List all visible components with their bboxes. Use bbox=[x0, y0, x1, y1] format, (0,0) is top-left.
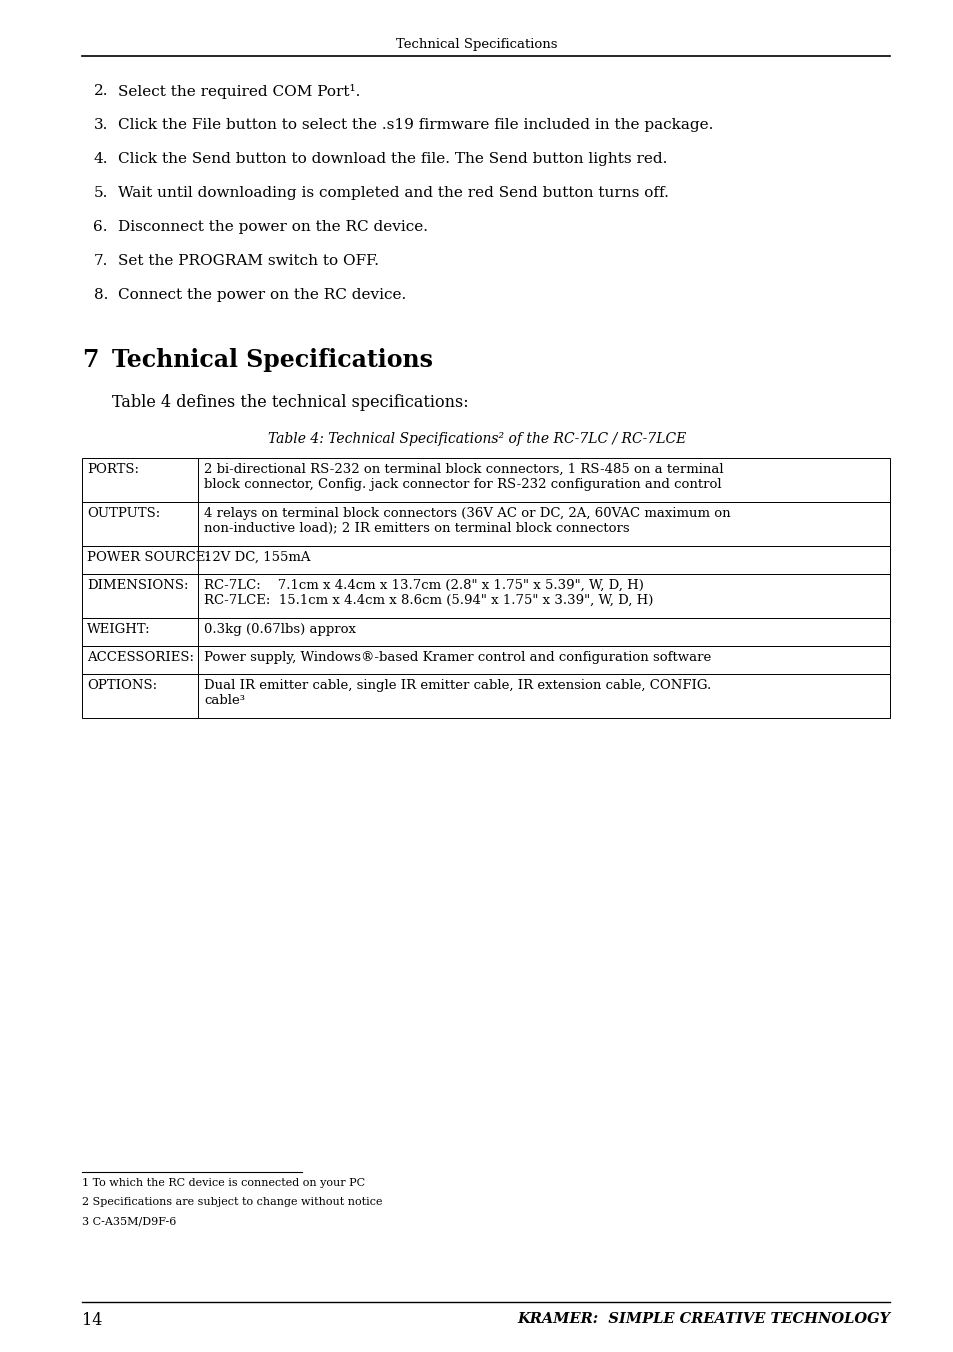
Bar bbox=[82, 646, 198, 675]
Bar bbox=[82, 618, 198, 646]
Text: 2.: 2. bbox=[93, 84, 108, 97]
Text: 7.: 7. bbox=[93, 254, 108, 268]
Text: Disconnect the power on the RC device.: Disconnect the power on the RC device. bbox=[118, 220, 428, 234]
Text: Technical Specifications: Technical Specifications bbox=[112, 347, 433, 372]
Bar bbox=[82, 502, 198, 546]
Text: DIMENSIONS:: DIMENSIONS: bbox=[87, 579, 189, 592]
Text: 8.: 8. bbox=[93, 288, 108, 301]
Text: Dual IR emitter cable, single IR emitter cable, IR extension cable, CONFIG.
cabl: Dual IR emitter cable, single IR emitter… bbox=[204, 679, 711, 707]
Text: 7: 7 bbox=[82, 347, 98, 372]
Bar bbox=[198, 675, 889, 718]
Text: RC-7LC:    7.1cm x 4.4cm x 13.7cm (2.8" x 1.75" x 5.39", W, D, H)
RC-7LCE:  15.1: RC-7LC: 7.1cm x 4.4cm x 13.7cm (2.8" x 1… bbox=[204, 579, 653, 607]
Bar bbox=[82, 575, 198, 618]
Text: Select the required COM Port¹.: Select the required COM Port¹. bbox=[118, 84, 360, 99]
Text: 3.: 3. bbox=[93, 118, 108, 132]
Text: Technical Specifications: Technical Specifications bbox=[395, 38, 558, 51]
Text: Wait until downloading is completed and the red Send button turns off.: Wait until downloading is completed and … bbox=[118, 187, 668, 200]
Text: OUTPUTS:: OUTPUTS: bbox=[87, 507, 160, 521]
Text: Set the PROGRAM switch to OFF.: Set the PROGRAM switch to OFF. bbox=[118, 254, 378, 268]
Text: Connect the power on the RC device.: Connect the power on the RC device. bbox=[118, 288, 406, 301]
Text: 0.3kg (0.67lbs) approx: 0.3kg (0.67lbs) approx bbox=[204, 623, 355, 635]
Text: Table 4 defines the technical specifications:: Table 4 defines the technical specificat… bbox=[112, 393, 468, 411]
Text: 2 bi-directional RS-232 on terminal block connectors, 1 RS-485 on a terminal
blo: 2 bi-directional RS-232 on terminal bloc… bbox=[204, 462, 723, 491]
Text: OPTIONS:: OPTIONS: bbox=[87, 679, 157, 692]
Bar bbox=[198, 575, 889, 618]
Bar bbox=[198, 646, 889, 675]
Text: 4.: 4. bbox=[93, 151, 108, 166]
Bar bbox=[198, 546, 889, 575]
Text: Click the Send button to download the file. The Send button lights red.: Click the Send button to download the fi… bbox=[118, 151, 667, 166]
Bar bbox=[198, 458, 889, 502]
Bar bbox=[82, 546, 198, 575]
Text: 2 Specifications are subject to change without notice: 2 Specifications are subject to change w… bbox=[82, 1197, 382, 1207]
Bar bbox=[198, 502, 889, 546]
Text: Power supply, Windows®-based Kramer control and configuration software: Power supply, Windows®-based Kramer cont… bbox=[204, 652, 711, 664]
Text: 1 To which the RC device is connected on your PC: 1 To which the RC device is connected on… bbox=[82, 1178, 365, 1188]
Text: WEIGHT:: WEIGHT: bbox=[87, 623, 151, 635]
Text: 6.: 6. bbox=[93, 220, 108, 234]
Bar bbox=[82, 675, 198, 718]
Text: 14: 14 bbox=[82, 1311, 102, 1329]
Text: PORTS:: PORTS: bbox=[87, 462, 139, 476]
Bar bbox=[82, 458, 198, 502]
Text: POWER SOURCE:: POWER SOURCE: bbox=[87, 552, 210, 564]
Text: Click the File button to select the .s19 firmware file included in the package.: Click the File button to select the .s19… bbox=[118, 118, 713, 132]
Text: Table 4: Technical Specifications² of the RC-7LC / RC-7LCE: Table 4: Technical Specifications² of th… bbox=[268, 433, 685, 446]
Text: KRAMER:  SIMPLE CREATIVE TECHNOLOGY: KRAMER: SIMPLE CREATIVE TECHNOLOGY bbox=[517, 1311, 889, 1326]
Text: 3 C-A35M/D9F-6: 3 C-A35M/D9F-6 bbox=[82, 1215, 176, 1226]
Bar bbox=[198, 618, 889, 646]
Text: 5.: 5. bbox=[93, 187, 108, 200]
Text: 12V DC, 155mA: 12V DC, 155mA bbox=[204, 552, 310, 564]
Text: 4 relays on terminal block connectors (36V AC or DC, 2A, 60VAC maximum on
non-in: 4 relays on terminal block connectors (3… bbox=[204, 507, 730, 535]
Text: ACCESSORIES:: ACCESSORIES: bbox=[87, 652, 193, 664]
